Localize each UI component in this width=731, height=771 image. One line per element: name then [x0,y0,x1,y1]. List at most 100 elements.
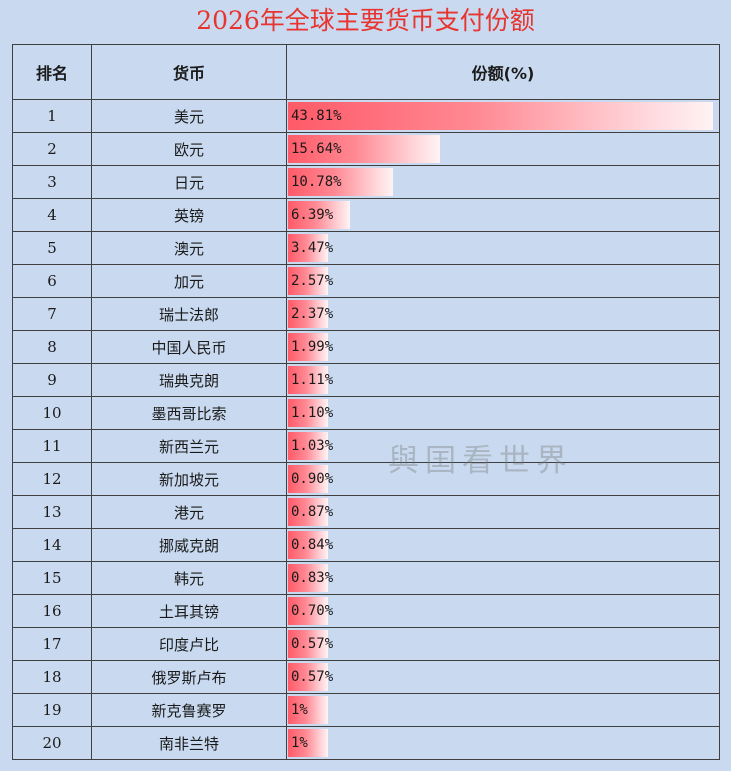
share-value: 0.87% [291,504,334,520]
share-cell: 0.83% [286,561,720,595]
table-body: 1 美元 43.81% 2 欧元 15.64% 3 日元 10.78% 4 英镑 6.39% 5 澳元 3.… [12,99,720,760]
share-value: 0.70% [291,603,334,619]
currency-cell: 土耳其镑 [91,594,287,628]
share-cell: 43.81% [286,99,720,133]
currency-cell: 港元 [91,495,287,529]
share-cell: 15.64% [286,132,720,166]
rank-cell: 11 [12,429,92,463]
table-row: 1 美元 43.81% [12,99,720,133]
share-bar [288,234,328,262]
share-value: 0.57% [291,669,334,685]
share-value: 2.57% [291,273,334,289]
table-row: 16 土耳其镑 0.70% [12,594,720,628]
share-bar [288,630,328,658]
share-bar [288,201,351,229]
share-bar [288,432,328,460]
share-value: 0.84% [291,537,334,553]
share-bar [288,564,328,592]
rank-cell: 13 [12,495,92,529]
currency-cell: 澳元 [91,231,287,265]
share-cell: 6.39% [286,198,720,232]
rank-cell: 19 [12,693,92,727]
rank-cell: 12 [12,462,92,496]
table-row: 6 加元 2.57% [12,264,720,298]
share-bar [288,399,328,427]
currency-cell: 印度卢比 [91,627,287,661]
table-row: 11 新西兰元 1.03% [12,429,720,463]
currency-cell: 挪威克朗 [91,528,287,562]
share-bar [288,168,393,196]
share-cell: 1.03% [286,429,720,463]
rank-cell: 6 [12,264,92,298]
share-bar [288,300,328,328]
share-cell: 0.57% [286,627,720,661]
share-cell: 0.84% [286,528,720,562]
rank-cell: 3 [12,165,92,199]
share-cell: 0.70% [286,594,720,628]
currency-cell: 新克鲁赛罗 [91,693,287,727]
share-value: 1.03% [291,438,334,454]
currency-cell: 瑞士法郎 [91,297,287,331]
currency-cell: 瑞典克朗 [91,363,287,397]
rank-cell: 9 [12,363,92,397]
share-cell: 1% [286,726,720,760]
share-value: 0.57% [291,636,334,652]
currency-cell: 墨西哥比索 [91,396,287,430]
share-cell: 0.90% [286,462,720,496]
currency-share-table: 排名 货币 份额(%) 1 美元 43.81% 2 欧元 15.64% 3 日元 10.78% 4… [12,44,720,760]
rank-cell: 2 [12,132,92,166]
table-row: 12 新加坡元 0.90% [12,462,720,496]
currency-cell: 新加坡元 [91,462,287,496]
share-value: 43.81% [291,108,342,124]
header-currency: 货币 [91,44,287,100]
share-value: 2.37% [291,306,334,322]
currency-cell: 日元 [91,165,287,199]
share-bar [288,267,328,295]
table-row: 5 澳元 3.47% [12,231,720,265]
table-row: 14 挪威克朗 0.84% [12,528,720,562]
share-cell: 10.78% [286,165,720,199]
share-cell: 1.10% [286,396,720,430]
share-value: 1% [291,735,308,751]
table-row: 2 欧元 15.64% [12,132,720,166]
table-row: 19 新克鲁赛罗 1% [12,693,720,727]
share-bar [288,597,328,625]
share-bar [288,333,328,361]
share-value: 1% [291,702,308,718]
rank-cell: 7 [12,297,92,331]
header-share: 份额(%) [286,44,720,100]
share-cell: 2.57% [286,264,720,298]
table-row: 7 瑞士法郎 2.37% [12,297,720,331]
table-row: 17 印度卢比 0.57% [12,627,720,661]
rank-cell: 5 [12,231,92,265]
share-value: 1.10% [291,405,334,421]
share-bar [288,465,328,493]
share-cell: 1.99% [286,330,720,364]
rank-cell: 10 [12,396,92,430]
header-row: 排名 货币 份额(%) [12,44,720,100]
currency-cell: 美元 [91,99,287,133]
rank-cell: 8 [12,330,92,364]
table-row: 4 英镑 6.39% [12,198,720,232]
currency-cell: 加元 [91,264,287,298]
table-row: 15 韩元 0.83% [12,561,720,595]
share-value: 10.78% [291,174,342,190]
share-cell: 2.37% [286,297,720,331]
share-value: 1.11% [291,372,334,388]
table-row: 3 日元 10.78% [12,165,720,199]
rank-cell: 14 [12,528,92,562]
currency-cell: 俄罗斯卢布 [91,660,287,694]
currency-cell: 英镑 [91,198,287,232]
table-row: 10 墨西哥比索 1.10% [12,396,720,430]
share-cell: 3.47% [286,231,720,265]
share-cell: 0.57% [286,660,720,694]
currency-cell: 欧元 [91,132,287,166]
currency-cell: 韩元 [91,561,287,595]
share-bar [288,102,714,130]
share-value: 0.90% [291,471,334,487]
share-bar [288,531,328,559]
share-bar [288,696,328,724]
share-cell: 0.87% [286,495,720,529]
rank-cell: 15 [12,561,92,595]
share-value: 0.83% [291,570,334,586]
